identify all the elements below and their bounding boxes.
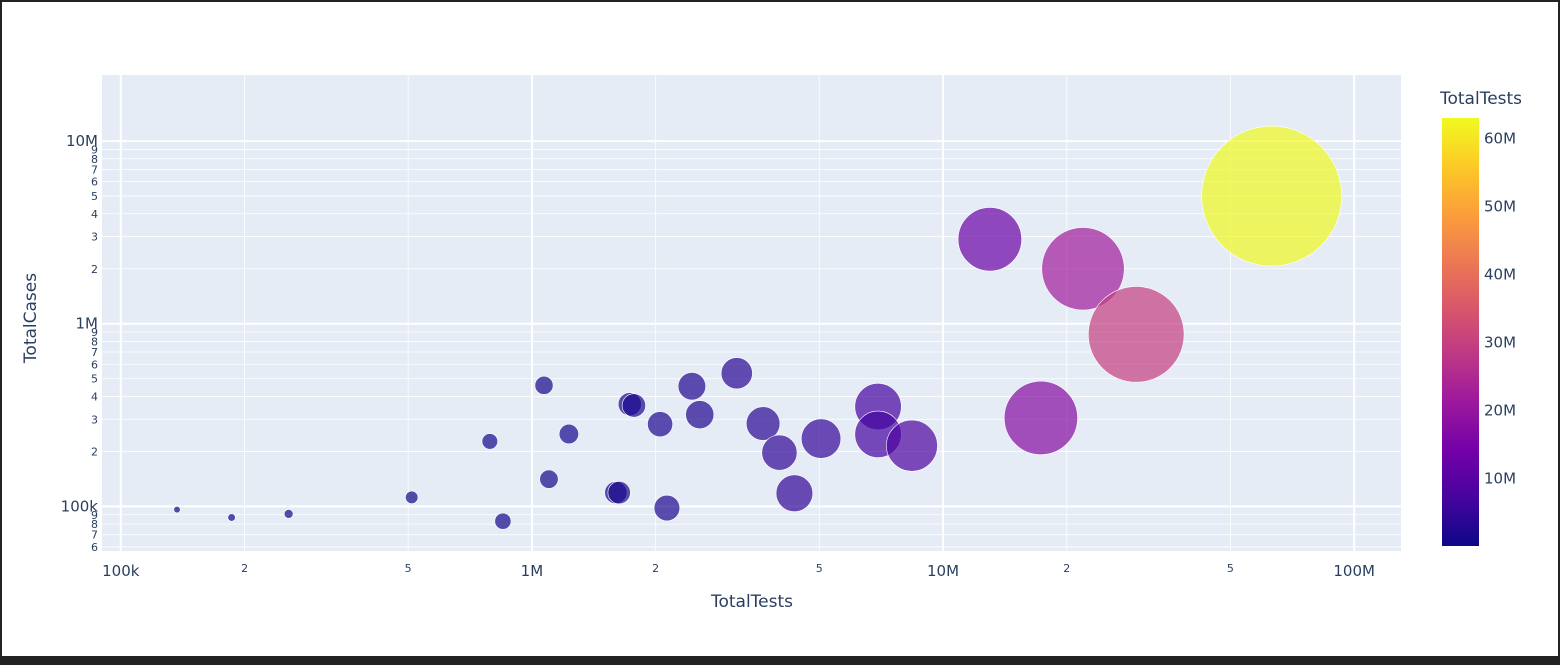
bubble-point (481, 433, 498, 450)
colorbar-tick-label: 10M (1484, 470, 1516, 488)
y-minor-tick-label: 4 (91, 390, 98, 403)
y-minor-tick-label: 3 (91, 231, 98, 244)
y-minor-tick-label: 7 (91, 163, 98, 176)
y-tick-label: 100k (61, 497, 99, 515)
y-minor-tick-label: 2 (91, 445, 98, 458)
y-minor-tick-label: 3 (91, 413, 98, 426)
bubble-layer (173, 125, 1342, 530)
colorbar-tick-label: 60M (1484, 129, 1516, 147)
bubble-point (1087, 286, 1185, 383)
x-minor-tick-label: 2 (241, 562, 248, 575)
y-minor-tick-label: 7 (91, 529, 98, 542)
bubble-point (1003, 380, 1078, 455)
x-minor-tick-label: 5 (405, 562, 412, 575)
x-minor-tick-label: 2 (652, 562, 659, 575)
bubble-point (775, 474, 814, 512)
bubble-point (957, 207, 1022, 272)
bubble-point (607, 481, 631, 505)
y-minor-tick-label: 2 (91, 263, 98, 276)
x-minor-tick-label: 2 (1063, 562, 1070, 575)
bubble-point (534, 375, 554, 395)
x-tick-label: 10M (927, 562, 959, 580)
y-minor-tick-label: 6 (91, 541, 98, 554)
bubble-point (1201, 125, 1342, 267)
y-axis-title: TotalCases (21, 273, 41, 364)
y-minor-tick-label: 8 (91, 518, 98, 531)
colorbar: TotalTests 10M 20M 30M 40M 50M 60M (1439, 89, 1522, 546)
bubble-point (720, 357, 753, 390)
plot-area (102, 75, 1401, 551)
bubble-point (653, 494, 681, 522)
y-minor-tick-label: 5 (91, 373, 98, 386)
x-tick-label: 100k (102, 562, 140, 580)
bubble-point (761, 434, 798, 471)
bubble-point (621, 393, 646, 418)
bubble-point (647, 411, 674, 438)
y-minor-tick-label: 9 (91, 326, 98, 339)
bubble-point (800, 418, 842, 459)
colorbar-scale (1442, 118, 1479, 546)
y-tick-label: 10M (66, 132, 98, 150)
y-minor-tick-label: 8 (91, 153, 98, 166)
x-minor-tick-label: 5 (816, 562, 823, 575)
y-minor-tick-label: 6 (91, 176, 98, 189)
x-minor-tick-label: 5 (1227, 562, 1234, 575)
bubble-point (558, 423, 579, 445)
y-minor-tick-label: 9 (91, 509, 98, 522)
colorbar-tick-label: 30M (1484, 334, 1516, 352)
colorbar-tick-label: 50M (1484, 197, 1516, 215)
x-axis-ticks: 100k 1M 10M 100M 2 5 2 5 2 5 (102, 562, 1375, 580)
bubble-point (283, 509, 294, 519)
bubble-point (405, 490, 419, 505)
bubble-point (494, 512, 512, 530)
y-minor-tick-label: 6 (91, 358, 98, 371)
colorbar-ticks: 10M 20M 30M 40M 50M 60M (1484, 129, 1516, 487)
bubble-point (1041, 227, 1125, 311)
y-minor-tick-label: 9 (91, 143, 98, 156)
bubble-point (539, 469, 559, 489)
bubble-point (685, 400, 715, 430)
bubble-point (677, 372, 707, 401)
y-minor-tick-label: 5 (91, 190, 98, 203)
bubble-point (227, 513, 236, 522)
y-minor-tick-label: 8 (91, 335, 98, 348)
x-tick-label: 1M (521, 562, 544, 580)
bubble-point (886, 419, 938, 472)
x-axis-title: TotalTests (710, 592, 793, 612)
bubble-point (173, 506, 181, 514)
x-tick-label: 100M (1333, 562, 1375, 580)
y-tick-label: 1M (76, 315, 99, 333)
bubble-point (745, 406, 781, 441)
colorbar-title: TotalTests (1439, 89, 1522, 109)
y-minor-tick-label: 4 (91, 208, 98, 221)
colorbar-tick-label: 20M (1484, 402, 1516, 420)
colorbar-tick-label: 40M (1484, 266, 1516, 284)
y-minor-tick-label: 7 (91, 346, 98, 359)
